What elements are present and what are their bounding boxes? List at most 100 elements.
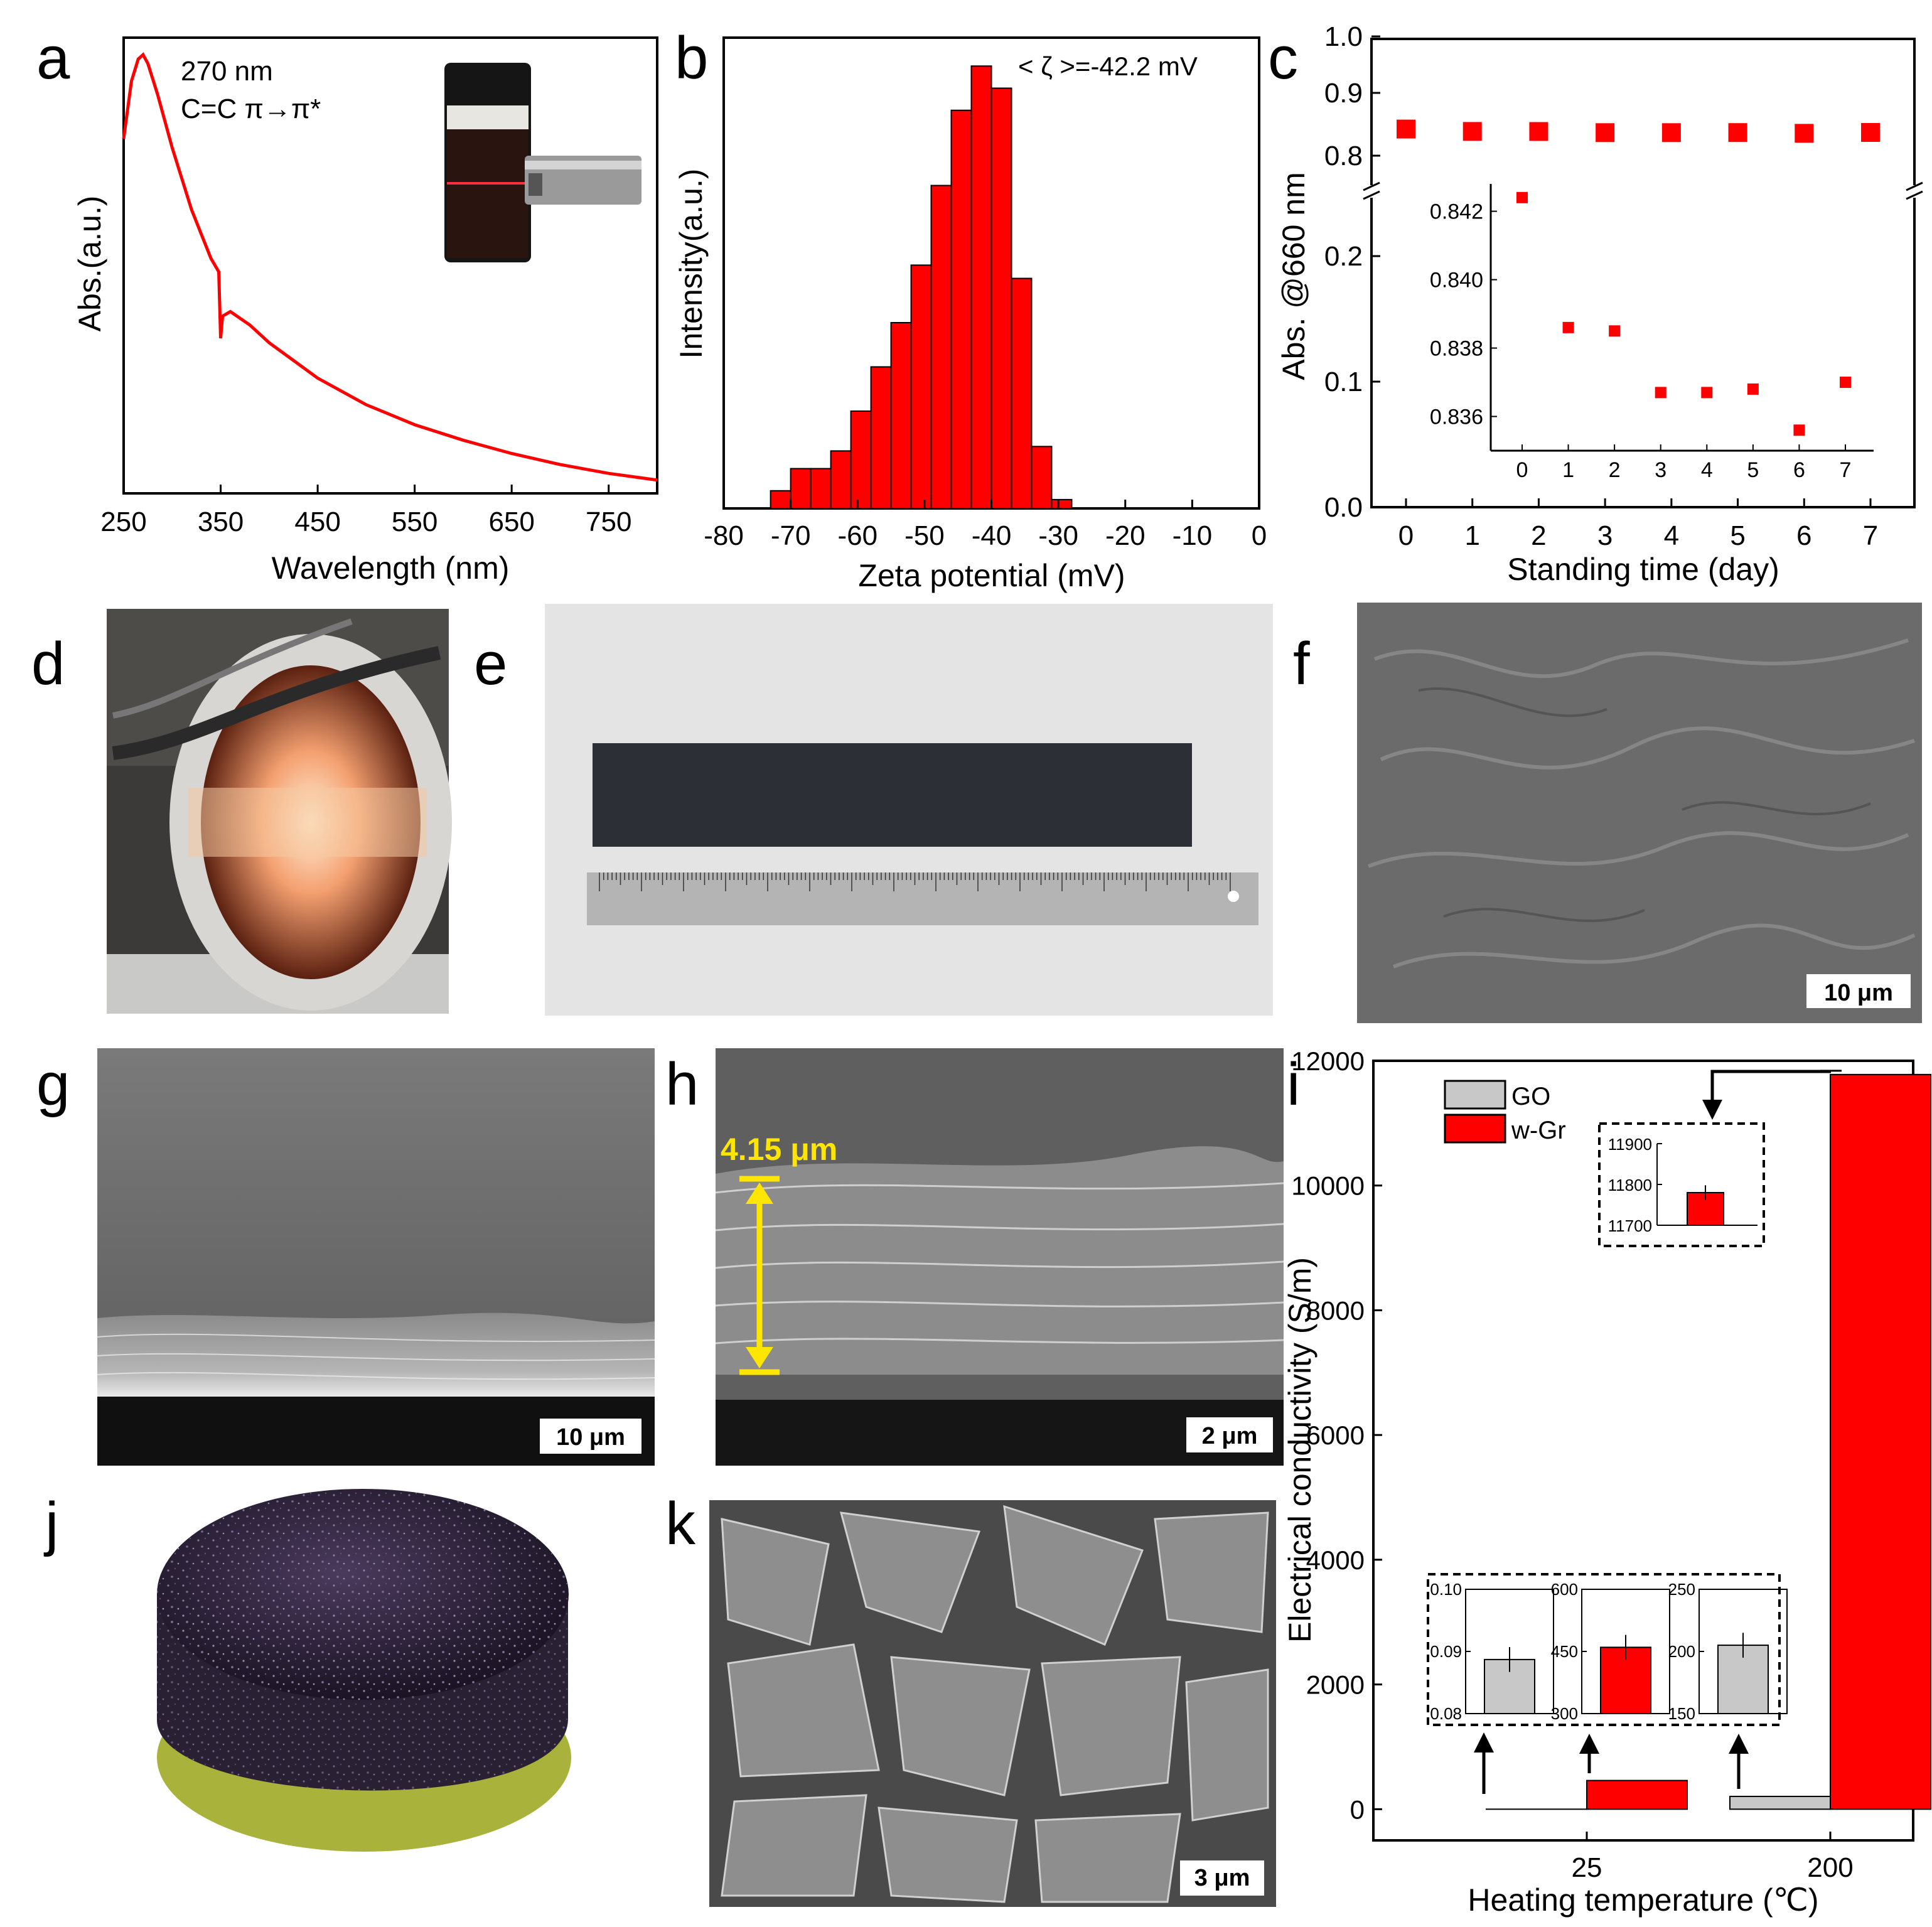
panel-label-j: j — [43, 1490, 58, 1557]
panel-i-ytick-label: 10000 — [1291, 1171, 1365, 1201]
panel-c-inset-point — [1609, 325, 1621, 337]
panel-c-point — [1795, 124, 1814, 143]
panel-b-bar — [890, 322, 912, 509]
panel-c-inset-point — [1840, 377, 1851, 389]
panel-b-xtick-label: 0 — [1252, 520, 1267, 551]
panel-b-bar — [810, 468, 832, 509]
inset-bottom-ytick-label: 150 — [1668, 1704, 1695, 1723]
panel-a-xtick-label: 250 — [100, 507, 146, 537]
inset-top-ytick-label: 11800 — [1608, 1176, 1652, 1194]
panel-b-bar — [790, 468, 812, 509]
panel-c-point — [1728, 123, 1747, 142]
panel-i-ytick-label: 0 — [1350, 1795, 1365, 1824]
graphene-film-strip — [593, 743, 1192, 847]
panel-c-inset-point — [1793, 424, 1805, 436]
panel-a-xtick-label: 750 — [586, 507, 631, 537]
panel-b-xtick-label: -40 — [972, 520, 1012, 551]
panel-i-xtick-label: 200 — [1807, 1852, 1853, 1883]
panel-b-bar — [1011, 277, 1033, 509]
sem-cross-section-h: 4.15 μm 2 μm — [715, 1048, 1284, 1466]
thickness-label: 4.15 μm — [721, 1132, 837, 1167]
panel-a-annotation-wavelength: 270 nm — [181, 56, 273, 87]
scale-bar-g: 10 μm — [556, 1424, 625, 1451]
panel-b-xtick-label: -70 — [771, 520, 811, 551]
sem-surface: 10 μm — [1357, 603, 1922, 1023]
panel-c-inset-xtick-label: 4 — [1701, 458, 1713, 482]
panel-a-xtick-label: 350 — [198, 507, 244, 537]
panel-c-point — [1596, 123, 1615, 142]
panel-label-e: e — [474, 630, 507, 697]
axis-break — [1362, 181, 1924, 200]
panel-c-point — [1661, 123, 1681, 142]
sem-porous: 3 μm — [709, 1500, 1276, 1907]
panel-label-f: f — [1293, 630, 1310, 697]
panel-b-bar — [950, 109, 972, 509]
panel-a-xlabel: Wavelength (nm) — [272, 550, 510, 586]
sem-cross-section-g: 10 μm — [97, 1048, 655, 1466]
panel-c-inset-ytick-label: 0.836 — [1430, 405, 1483, 429]
panel-a-spectrum-line — [122, 52, 658, 482]
panel-b-bar — [930, 185, 952, 509]
panel-i-bar — [1830, 1073, 1931, 1810]
panel-c-inset-point — [1562, 321, 1574, 333]
panel-c-inset-point — [1516, 191, 1528, 203]
panel-b-chart: -80 -70 -60 -50 -40 -30 -20 -10 0 < ζ >=-42.2 mV… — [674, 36, 1267, 593]
panel-c-inset-xtick-label: 3 — [1655, 458, 1666, 482]
panel-i-bar — [1729, 1795, 1831, 1810]
panel-c-ylabel: Abs. @660 nm — [1276, 172, 1311, 380]
panel-label-b: b — [675, 24, 708, 92]
panel-c-point — [1861, 123, 1880, 142]
panel-a-xtick-label: 450 — [294, 507, 340, 537]
inset-bottom-ytick-label: 200 — [1668, 1642, 1695, 1661]
inset-bottom-ytick-label: 0.10 — [1430, 1580, 1462, 1599]
panel-i-inset-bottom: 0.08 0.09 0.10 300 450 600 150 200 250 — [1427, 1573, 1788, 1726]
panel-i-legend: GO w-Gr — [1444, 1080, 1566, 1144]
panel-c-point — [1397, 119, 1415, 139]
scale-bar-k: 3 μm — [1194, 1865, 1250, 1891]
panel-i-bar — [1586, 1779, 1688, 1810]
panel-i-inset-top: 11700 11800 11900 — [1598, 1122, 1765, 1247]
panel-label-g: g — [36, 1051, 70, 1118]
panel-b-bar — [970, 65, 992, 509]
panel-c-inset: 0 1 2 3 4 5 6 7 0.836 0.838 0.840 0.842 — [1430, 184, 1874, 482]
panel-c-ytick-label: 1.0 — [1324, 21, 1363, 52]
panel-a-ylabel: Abs.(a.u.) — [72, 196, 107, 332]
panel-i-ytick-label: 12000 — [1291, 1046, 1365, 1076]
inset-bottom-ytick-label: 0.09 — [1430, 1642, 1462, 1661]
panel-label-k: k — [665, 1490, 696, 1557]
panel-c-xtick-label: 1 — [1464, 520, 1479, 551]
panel-c-point — [1462, 122, 1482, 141]
foam-photo — [157, 1489, 571, 1852]
panel-c-inset-xtick-label: 2 — [1609, 458, 1621, 482]
panel-b-bar — [770, 490, 792, 509]
panel-c-xtick-label: 5 — [1730, 520, 1745, 551]
film-photo — [545, 604, 1273, 1016]
panel-b-xtick-label: -20 — [1105, 520, 1146, 551]
panel-c-xtick-label: 0 — [1398, 520, 1414, 551]
panel-c-inset-xtick-label: 1 — [1562, 458, 1574, 482]
panel-c-xtick-label: 2 — [1531, 520, 1546, 551]
panel-b-bar — [1031, 446, 1053, 509]
panel-a-xtick-label: 650 — [488, 507, 534, 537]
panel-c-inset-xtick-label: 7 — [1840, 458, 1852, 482]
panel-label-i: i — [1287, 1051, 1300, 1118]
panel-b-ylabel: Intensity(a.u.) — [674, 169, 709, 359]
panel-b-xlabel: Zeta potential (mV) — [858, 558, 1125, 593]
inset-top-ytick-label: 11900 — [1608, 1135, 1652, 1154]
panel-a-frame — [122, 36, 658, 495]
panel-c-inset-xtick-label: 5 — [1747, 458, 1759, 482]
panel-c-point — [1529, 122, 1548, 141]
panel-c-ytick-label: 0.8 — [1324, 141, 1363, 171]
panel-a-annotation-transition: C=C π→π* — [181, 94, 321, 124]
panel-i-ytick-label: 8000 — [1306, 1296, 1365, 1325]
panel-i-xlabel: Heating temperature (℃) — [1468, 1882, 1818, 1918]
furnace-photo — [107, 609, 452, 1014]
panel-i-ytick-label: 2000 — [1306, 1670, 1365, 1700]
panel-a-chart: 250 350 450 550 650 750 270 nm C=C π→π* Wavel… — [72, 36, 658, 586]
panel-c-inset-point — [1701, 387, 1713, 399]
panel-c-xtick-label: 7 — [1863, 520, 1878, 551]
legend-go: GO — [1511, 1083, 1550, 1110]
panel-c-ytick-label: 0.0 — [1324, 492, 1363, 523]
panel-b-xtick-label: -50 — [904, 520, 945, 551]
